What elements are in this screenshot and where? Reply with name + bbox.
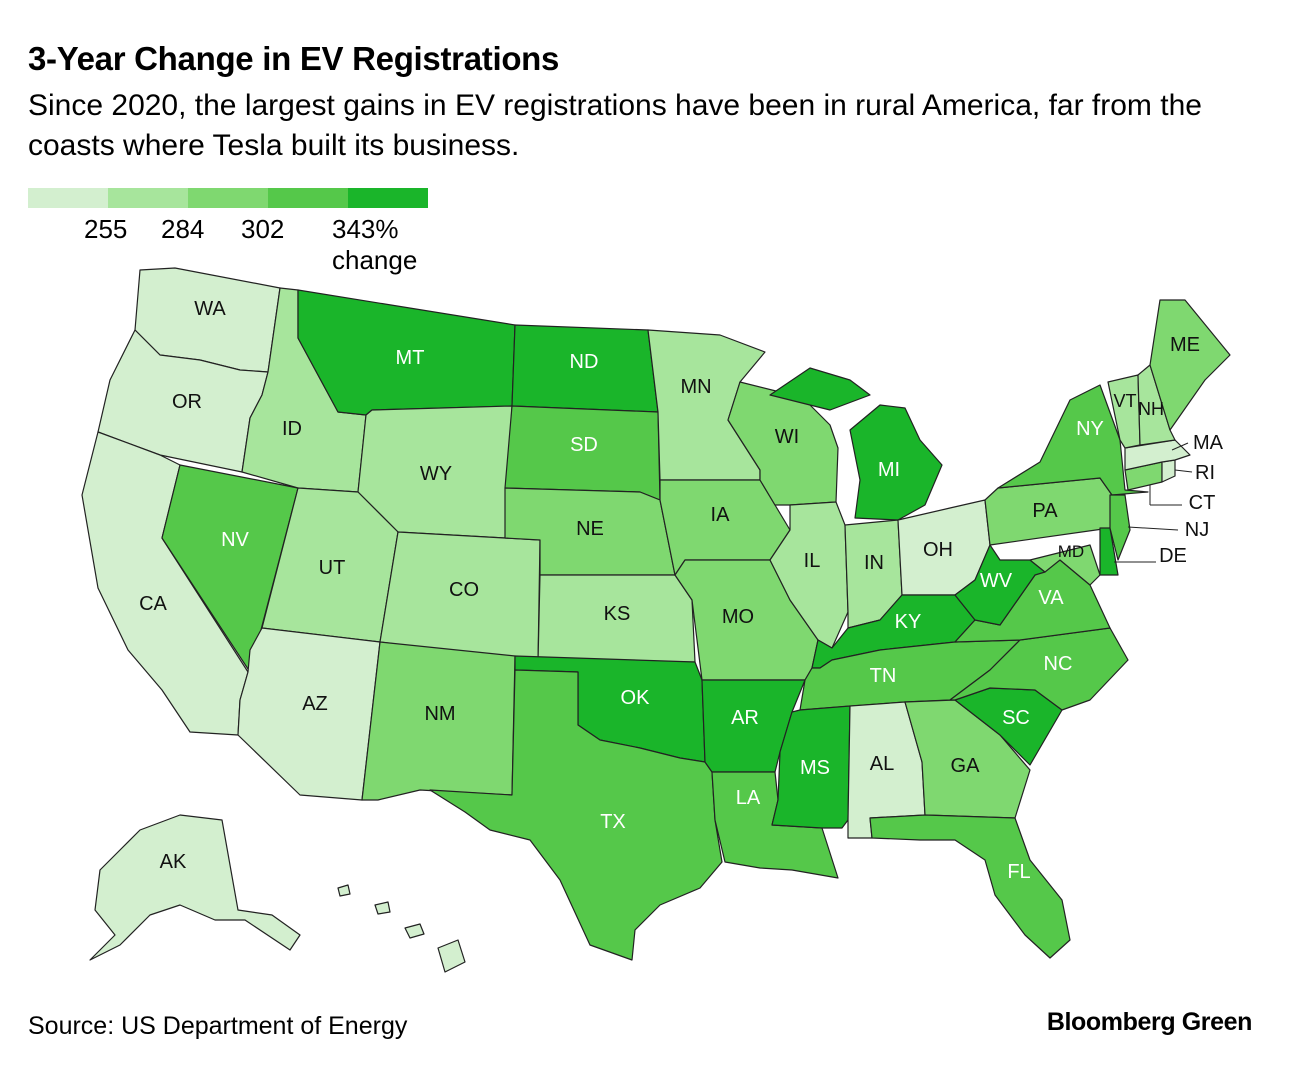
legend-swatch-1	[28, 188, 108, 208]
label-ma: MA	[1193, 432, 1224, 454]
state-de[interactable]	[1099, 527, 1119, 576]
state-md[interactable]	[1029, 544, 1101, 586]
label-wi: WI	[775, 426, 799, 448]
label-wv: WV	[980, 570, 1013, 592]
state-ar[interactable]	[701, 679, 806, 773]
label-az: AZ	[302, 693, 328, 715]
label-ar: AR	[731, 707, 759, 729]
label-de: DE	[1159, 545, 1187, 567]
label-oh: OH	[923, 539, 953, 561]
label-tn: TN	[870, 665, 897, 687]
label-ct: CT	[1189, 492, 1216, 514]
state-me[interactable]	[1149, 299, 1231, 431]
label-va: VA	[1038, 587, 1064, 609]
label-al: AL	[870, 753, 894, 775]
leader-lines	[1114, 442, 1193, 563]
state-ri[interactable]	[1161, 459, 1176, 483]
label-ut: UT	[319, 557, 346, 579]
label-nm: NM	[424, 703, 455, 725]
label-wy: WY	[420, 463, 452, 485]
legend-swatch-4	[268, 188, 348, 208]
label-mt: MT	[396, 347, 425, 369]
label-ok: OK	[621, 687, 651, 709]
legend-swatch-5	[348, 188, 428, 208]
label-ga: GA	[951, 755, 981, 777]
state-vt[interactable]	[1107, 374, 1141, 449]
label-sc: SC	[1002, 707, 1030, 729]
label-ia: IA	[711, 504, 731, 526]
label-il: IL	[804, 550, 821, 572]
legend-tick-302: 302	[241, 214, 285, 244]
label-nc: NC	[1044, 653, 1073, 675]
label-fl: FL	[1007, 861, 1030, 883]
label-mn: MN	[680, 376, 711, 398]
legend-swatch-3	[188, 188, 268, 208]
label-or: OR	[172, 391, 202, 413]
label-ri: RI	[1195, 462, 1215, 484]
state-ks[interactable]	[537, 574, 696, 663]
label-in: IN	[864, 552, 884, 574]
source-note: Source: US Department of Energy	[28, 1012, 408, 1040]
label-md: MD	[1058, 542, 1084, 561]
chart-subtitle: Since 2020, the largest gains in EV regi…	[28, 89, 1202, 162]
label-nj: NJ	[1185, 519, 1209, 541]
label-ky: KY	[895, 611, 922, 633]
state-ak[interactable]	[89, 814, 301, 961]
legend: 255 284 302 343% change	[28, 188, 448, 275]
label-mo: MO	[722, 606, 754, 628]
label-me: ME	[1170, 334, 1200, 356]
label-pa: PA	[1032, 500, 1058, 522]
state-nc[interactable]	[949, 627, 1129, 711]
state-tx[interactable]	[429, 669, 723, 961]
label-ks: KS	[604, 603, 631, 625]
legend-tick-343: 343% change	[332, 214, 418, 275]
label-id: ID	[282, 418, 302, 440]
label-ne: NE	[576, 518, 604, 540]
label-vt: VT	[1113, 391, 1136, 411]
state-fl[interactable]	[869, 814, 1071, 959]
label-nv: NV	[221, 529, 249, 551]
us-choropleth-map: WA OR CA NV ID MT WY UT CO AZ NM ND SD N…	[81, 267, 1231, 973]
label-nd: ND	[570, 351, 599, 373]
label-co: CO	[449, 579, 479, 601]
legend-swatch-2	[108, 188, 188, 208]
state-la[interactable]	[711, 771, 839, 879]
state-nh[interactable]	[1137, 364, 1176, 446]
label-ny: NY	[1076, 418, 1104, 440]
label-la: LA	[736, 787, 761, 809]
state-hi[interactable]	[337, 884, 466, 973]
label-ak: AK	[160, 851, 187, 873]
state-ny[interactable]	[997, 384, 1149, 496]
label-mi: MI	[878, 459, 900, 481]
label-ca: CA	[139, 593, 167, 615]
label-sd: SD	[570, 434, 598, 456]
brand-logo: Bloomberg Green	[1046, 1008, 1253, 1036]
legend-tick-284: 284	[161, 214, 205, 244]
label-nh: NH	[1138, 399, 1164, 419]
legend-tick-255: 255	[84, 214, 128, 244]
label-ms: MS	[800, 757, 830, 779]
label-wa: WA	[194, 298, 226, 320]
chart-title: 3-Year Change in EV Registrations	[28, 40, 560, 77]
state-nj[interactable]	[1109, 494, 1131, 561]
label-tx: TX	[600, 811, 626, 833]
state-mi[interactable]	[769, 367, 943, 521]
